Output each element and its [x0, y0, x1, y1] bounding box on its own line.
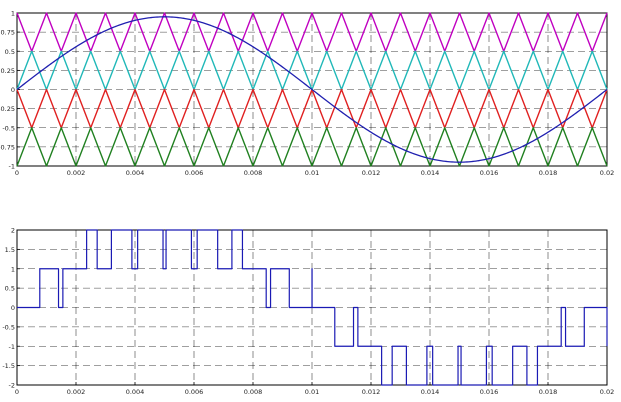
y-tick-label: -0.5	[2, 323, 15, 331]
y-tick-label: 1.5	[5, 246, 15, 254]
y-tick-label: 1	[11, 10, 15, 18]
x-tick-label: 0.01	[305, 169, 319, 177]
y-tick-label: 0.5	[5, 48, 15, 56]
x-tick-label: 0	[15, 169, 19, 177]
pwm-output-plot: 0 0.002 0.004 0.006 0.008 0.01 0.012 0.014 0.016…	[2, 227, 614, 397]
y-tick-label: -2	[9, 382, 15, 390]
y-tick-label: -0.75	[0, 143, 15, 151]
x-tick-label: 0.02	[600, 388, 614, 396]
y-tick-label: -0.25	[0, 105, 15, 113]
x-tick-label: 0.002	[67, 388, 86, 396]
y-tick-label: 0.5	[5, 285, 15, 293]
x-tick-label: 0	[15, 388, 19, 396]
x-tick-label: 0.018	[539, 388, 558, 396]
x-tick-label: 0.004	[126, 169, 145, 177]
x-tick-label: 0.014	[421, 388, 440, 396]
x-tick-label: 0.012	[362, 169, 381, 177]
carrier-wave-line	[16, 127, 608, 167]
x-tick-label: 0.01	[305, 388, 319, 396]
x-tick-label: 0.004	[126, 388, 145, 396]
x-tick-label: 0.012	[362, 388, 381, 396]
y-tick-label: -1	[9, 163, 15, 171]
y-tick-label: -0.5	[2, 124, 15, 132]
x-tick-label: 0.014	[421, 169, 440, 177]
y-tick-label: 0.25	[1, 67, 15, 75]
y-tick-label: 0.75	[1, 29, 15, 37]
y-tick-label: -1.5	[2, 362, 15, 370]
y-tick-label: 1	[11, 265, 15, 273]
sine-reference-line	[16, 16, 608, 163]
carrier-wave-line	[16, 12, 608, 52]
x-tick-label: 0.006	[185, 169, 204, 177]
x-tick-label: 0.016	[480, 169, 499, 177]
x-tick-label: 0.008	[244, 169, 263, 177]
y-tick-label: -1	[9, 343, 15, 351]
x-tick-label: 0.006	[185, 388, 204, 396]
y-tick-label: 0	[11, 86, 15, 94]
carrier-reference-plot: 0 0.002 0.004 0.006 0.008 0.01 0.012 0.014 0.016…	[0, 10, 614, 178]
x-tick-label: 0.02	[600, 169, 614, 177]
y-tick-label: 2	[11, 227, 15, 235]
pwm-output-line	[17, 229, 608, 386]
x-tick-label: 0.018	[539, 169, 558, 177]
y-tick-label: 0	[11, 304, 15, 312]
x-tick-label: 0.008	[244, 388, 263, 396]
x-tick-label: 0.002	[67, 169, 86, 177]
x-tick-label: 0.016	[480, 388, 499, 396]
